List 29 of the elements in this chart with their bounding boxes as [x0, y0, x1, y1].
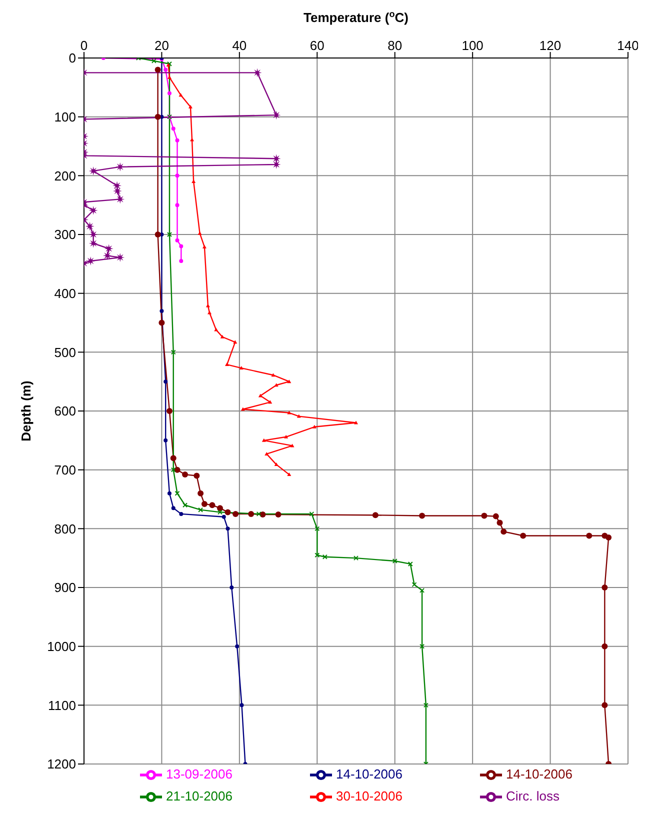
- y-tick-label: 200: [54, 168, 76, 184]
- y-tick-label: 300: [54, 227, 76, 242]
- y-tick-label: 1000: [47, 638, 76, 654]
- y-tick-label: 1200: [47, 756, 76, 772]
- y-tick-label: 100: [54, 109, 76, 124]
- legend-label: 14-10-2006: [336, 766, 402, 782]
- y-tick-label: 1100: [48, 698, 76, 713]
- y-tick-label: 0: [68, 50, 76, 66]
- legend-label: 13-09-2006: [166, 766, 232, 782]
- y-tick-label: 400: [54, 286, 76, 301]
- x-tick-label: 140: [617, 38, 639, 53]
- legend-label: 30-10-2006: [336, 788, 402, 804]
- legend-label: 21-10-2006: [166, 788, 232, 804]
- y-axis-title: Depth (m): [18, 380, 34, 442]
- y-tick-label: 900: [54, 580, 76, 596]
- legend-label: Circ. loss: [506, 788, 560, 804]
- x-tick-label: 0: [80, 38, 88, 53]
- x-tick-label: 80: [388, 38, 402, 53]
- x-tick-label: 20: [154, 38, 169, 53]
- y-tick-label: 700: [54, 462, 76, 478]
- y-tick-label: 800: [54, 521, 76, 536]
- x-tick-label: 60: [310, 38, 324, 53]
- x-tick-label: 100: [462, 38, 484, 53]
- x-tick-label: 120: [539, 38, 562, 53]
- y-tick-label: 500: [54, 344, 76, 360]
- x-tick-label: 40: [232, 38, 247, 53]
- x-axis-title: Temperature ($^{o}$C): [303, 9, 409, 25]
- legend-label: 14-10-2006: [506, 766, 572, 782]
- y-tick-label: 600: [54, 404, 76, 419]
